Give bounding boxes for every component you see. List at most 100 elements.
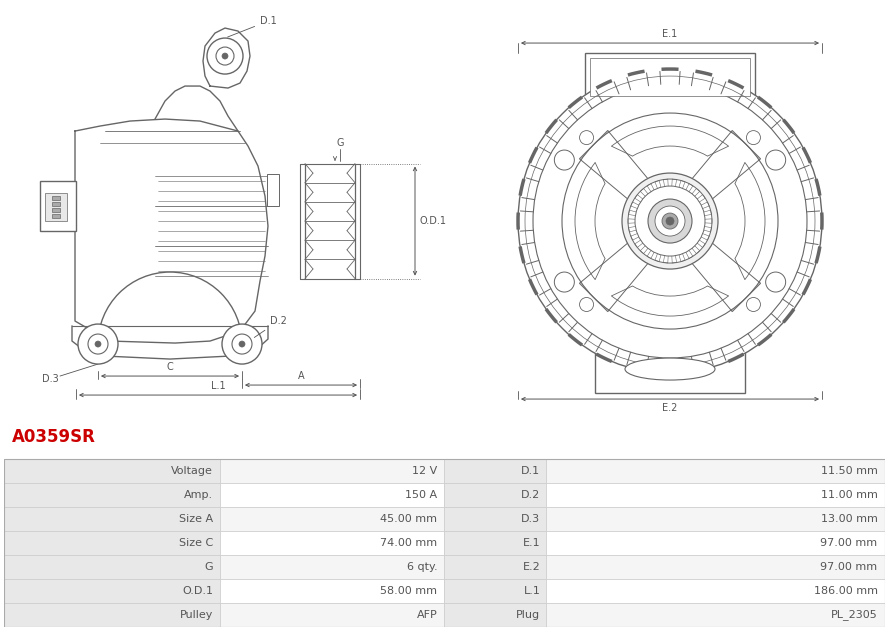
Text: G: G	[204, 562, 213, 572]
Text: D.2: D.2	[521, 490, 541, 500]
FancyBboxPatch shape	[52, 202, 60, 206]
Bar	[546, 555, 885, 579]
Text: Size A: Size A	[179, 514, 213, 524]
Bar	[4, 459, 220, 483]
Bar	[220, 531, 444, 555]
Bar	[220, 579, 444, 603]
Text: D.2: D.2	[254, 316, 287, 338]
FancyBboxPatch shape	[595, 345, 745, 393]
Circle shape	[648, 199, 692, 243]
Text: D.1: D.1	[521, 466, 541, 476]
Circle shape	[78, 324, 118, 364]
Bar	[220, 507, 444, 531]
FancyBboxPatch shape	[45, 193, 67, 221]
Ellipse shape	[625, 358, 715, 380]
Bar	[220, 603, 444, 627]
Bar	[220, 483, 444, 507]
Circle shape	[747, 297, 760, 311]
Text: PL_2305: PL_2305	[830, 609, 877, 621]
Text: Amp.: Amp.	[184, 490, 213, 500]
Bar	[546, 507, 885, 531]
Text: 58.00 mm: 58.00 mm	[380, 586, 437, 596]
Bar	[546, 579, 885, 603]
Circle shape	[207, 38, 243, 74]
Bar	[444, 483, 546, 507]
Text: 74.00 mm: 74.00 mm	[380, 538, 437, 548]
Text: 150 A: 150 A	[405, 490, 437, 500]
Text: D.3: D.3	[42, 374, 59, 384]
Text: 11.00 mm: 11.00 mm	[821, 490, 877, 500]
Circle shape	[518, 69, 822, 373]
Bar	[220, 555, 444, 579]
Polygon shape	[203, 28, 250, 88]
Bar	[444, 507, 546, 531]
Bar	[546, 531, 885, 555]
Text: 6 qty.: 6 qty.	[407, 562, 437, 572]
Bar	[4, 483, 220, 507]
Polygon shape	[72, 326, 268, 359]
FancyBboxPatch shape	[585, 53, 755, 101]
Circle shape	[580, 297, 594, 311]
Bar	[444, 459, 546, 483]
Bar	[4, 603, 220, 627]
Bar	[546, 459, 885, 483]
FancyBboxPatch shape	[52, 196, 60, 200]
Circle shape	[555, 150, 574, 170]
Circle shape	[216, 47, 234, 65]
Text: 45.00 mm: 45.00 mm	[380, 514, 437, 524]
Circle shape	[655, 206, 685, 236]
Bar	[4, 507, 220, 531]
Text: E.2: E.2	[523, 562, 541, 572]
Polygon shape	[690, 241, 760, 312]
Circle shape	[222, 324, 262, 364]
Polygon shape	[75, 119, 268, 343]
Text: Pulley: Pulley	[180, 610, 213, 620]
FancyBboxPatch shape	[52, 208, 60, 212]
Text: O.D.1: O.D.1	[419, 216, 446, 226]
Text: C: C	[166, 362, 173, 372]
Bar	[4, 555, 220, 579]
Circle shape	[533, 84, 807, 358]
Text: AFP: AFP	[417, 610, 437, 620]
Text: E.2: E.2	[662, 403, 677, 413]
Bar	[444, 555, 546, 579]
Text: D.1: D.1	[228, 16, 276, 37]
FancyBboxPatch shape	[590, 58, 750, 96]
Bar	[546, 603, 885, 627]
Circle shape	[239, 341, 245, 347]
Circle shape	[765, 272, 786, 292]
Text: A: A	[298, 371, 304, 381]
Circle shape	[747, 130, 760, 145]
FancyBboxPatch shape	[267, 174, 279, 206]
Circle shape	[580, 130, 594, 145]
Polygon shape	[690, 130, 760, 201]
Text: E.1: E.1	[662, 29, 677, 39]
Bar	[444, 579, 546, 603]
Text: E.1: E.1	[523, 538, 541, 548]
Text: Voltage: Voltage	[172, 466, 213, 476]
Polygon shape	[580, 130, 650, 201]
Circle shape	[635, 186, 705, 256]
Text: L.1: L.1	[524, 586, 541, 596]
Bar	[546, 483, 885, 507]
Text: L.1: L.1	[211, 381, 225, 391]
Text: D.3: D.3	[521, 514, 541, 524]
Circle shape	[666, 217, 674, 225]
Circle shape	[662, 213, 678, 229]
Polygon shape	[580, 241, 650, 312]
Text: 13.00 mm: 13.00 mm	[821, 514, 877, 524]
Text: 11.50 mm: 11.50 mm	[821, 466, 877, 476]
FancyBboxPatch shape	[40, 181, 76, 231]
Bar	[220, 459, 444, 483]
Circle shape	[562, 113, 778, 329]
Text: 97.00 mm: 97.00 mm	[821, 538, 877, 548]
Text: Plug: Plug	[517, 610, 541, 620]
Circle shape	[222, 53, 228, 59]
Text: 12 V: 12 V	[412, 466, 437, 476]
Text: A0359SR: A0359SR	[12, 428, 95, 446]
FancyBboxPatch shape	[52, 214, 60, 218]
Text: O.D.1: O.D.1	[182, 586, 213, 596]
Bar	[4, 579, 220, 603]
Bar	[4, 459, 885, 627]
Circle shape	[765, 150, 786, 170]
